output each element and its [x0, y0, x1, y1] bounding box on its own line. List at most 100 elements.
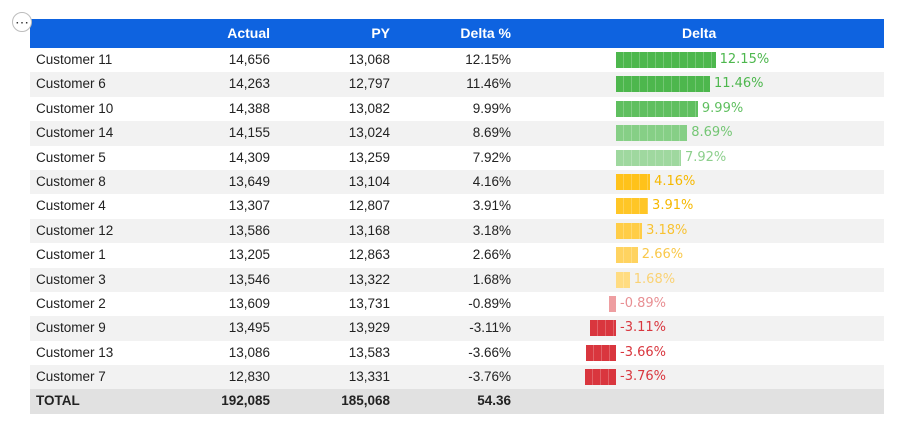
table-row[interactable]: Customer 12 13,586 13,168 3.18% 3.18%	[30, 218, 884, 244]
table-row[interactable]: Customer 3 13,546 13,322 1.68% 1.68%	[30, 267, 884, 292]
actual-value: 14,263	[228, 76, 270, 92]
delta-pct-value: 4.16%	[472, 173, 511, 189]
py-value: 13,168	[348, 222, 390, 238]
customer-name: Customer 4	[36, 198, 106, 214]
table-row[interactable]: Customer 11 14,656 13,068 12.15% 12.15%	[30, 48, 884, 72]
table-row[interactable]: Customer 13 13,086 13,583 -3.66% -3.66%	[30, 341, 884, 365]
total-py: 185,068	[341, 393, 390, 409]
header-delta[interactable]: Delta	[682, 25, 717, 41]
header-delta-pct[interactable]: Delta %	[460, 25, 511, 41]
table-body: Customer 11 14,656 13,068 12.15% 12.15% Custo…	[30, 48, 884, 390]
py-value: 13,322	[348, 271, 390, 287]
delta-pct-value: 3.91%	[472, 198, 511, 214]
customer-table: Actual PY Delta % Delta Customer 11 14,65…	[30, 19, 884, 414]
py-value: 13,068	[348, 52, 390, 67]
delta-bar	[608, 295, 616, 312]
customer-name: Customer 9	[36, 320, 106, 336]
delta-bar-label: 8.69%	[691, 125, 733, 141]
delta-pct-value: 1.68%	[472, 271, 511, 287]
customer-name: Customer 8	[36, 173, 106, 189]
py-value: 12,797	[348, 76, 390, 92]
delta-bar	[585, 369, 616, 386]
more-options-button[interactable]: ⋯	[12, 12, 32, 32]
delta-bar-label: 11.46%	[713, 76, 764, 92]
py-value: 13,024	[348, 125, 390, 141]
delta-pct-value: 8.69%	[472, 125, 511, 141]
actual-value: 13,205	[228, 247, 270, 263]
actual-value: 14,155	[228, 125, 270, 141]
customer-name: Customer 7	[36, 369, 106, 385]
actual-value: 13,546	[228, 271, 270, 287]
delta-bar	[616, 222, 643, 239]
delta-bar	[616, 173, 651, 190]
py-value: 13,929	[348, 320, 390, 336]
actual-value: 14,388	[228, 100, 270, 116]
table-row[interactable]: Customer 5 14,309 13,259 7.92% 7.92%	[30, 146, 884, 170]
py-value: 13,731	[348, 295, 390, 311]
actual-value: 13,586	[228, 222, 270, 238]
py-value: 12,807	[348, 198, 390, 214]
customer-name: Customer 10	[36, 100, 114, 116]
delta-bar	[616, 247, 638, 264]
table-row[interactable]: Customer 4 13,307 12,807 3.91% 3.91%	[30, 194, 884, 218]
table-row[interactable]: Customer 14 14,155 13,024 8.69% 8.69%	[30, 121, 884, 146]
delta-pct-value: 7.92%	[472, 149, 511, 165]
header-py[interactable]: PY	[371, 25, 390, 41]
delta-bar-label: 7.92%	[684, 149, 727, 165]
py-value: 13,583	[348, 344, 390, 360]
table-row[interactable]: Customer 8 13,649 13,104 4.16% 4.16%	[30, 169, 884, 195]
header-actual[interactable]: Actual	[227, 25, 270, 41]
py-value: 13,104	[348, 173, 390, 189]
delta-bar	[616, 198, 649, 215]
delta-bar-label: 9.99%	[701, 100, 744, 116]
py-value: 13,331	[348, 369, 390, 385]
actual-value: 13,609	[228, 295, 270, 311]
delta-bar	[616, 125, 688, 142]
delta-bar	[616, 76, 710, 93]
customer-name: Customer 6	[36, 76, 106, 92]
delta-pct-value: -0.89%	[468, 295, 511, 311]
delta-bar-label: -3.66%	[620, 344, 666, 360]
ellipsis-icon: ⋯	[15, 14, 29, 30]
delta-bar-label: 4.16%	[654, 173, 696, 189]
actual-value: 13,649	[228, 173, 270, 189]
delta-pct-value: -3.66%	[468, 344, 511, 360]
customer-name: Customer 13	[36, 344, 114, 360]
delta-bar	[616, 271, 630, 288]
customer-name: Customer 12	[36, 222, 114, 238]
delta-pct-value: -3.76%	[468, 369, 511, 385]
total-row: TOTAL 192,085 185,068 54.36	[30, 389, 884, 414]
delta-pct-value: 11.46%	[466, 76, 511, 92]
customer-name: Customer 11	[36, 52, 113, 67]
table-row[interactable]: Customer 10 14,388 13,082 9.99% 9.99%	[30, 97, 884, 121]
customer-name: Customer 14	[36, 125, 114, 141]
delta-bar-label: 3.18%	[646, 222, 688, 238]
delta-pct-value: 12.15%	[465, 52, 511, 67]
total-label: TOTAL	[36, 393, 80, 409]
delta-bar	[616, 52, 716, 68]
table-row[interactable]: Customer 7 12,830 13,331 -3.76% -3.76%	[30, 365, 884, 390]
delta-bar-label: -3.76%	[620, 369, 666, 385]
delta-pct-value: 3.18%	[472, 222, 511, 238]
delta-bar-label: 12.15%	[719, 52, 770, 67]
table-row[interactable]: Customer 2 13,609 13,731 -0.89% -0.89%	[30, 292, 884, 316]
total-delta-pct: 54.36	[477, 393, 511, 409]
delta-bar-label: -0.89%	[620, 295, 666, 311]
customer-name: Customer 2	[36, 295, 106, 311]
table-row[interactable]: Customer 6 14,263 12,797 11.46% 11.46%	[30, 72, 884, 97]
table-row[interactable]: Customer 1 13,205 12,863 2.66% 2.66%	[30, 243, 884, 267]
delta-bar	[616, 100, 698, 117]
py-value: 13,082	[348, 100, 390, 116]
py-value: 13,259	[348, 149, 390, 165]
customer-name: Customer 5	[36, 149, 106, 165]
delta-bar-label: 1.68%	[633, 271, 676, 287]
delta-pct-value: -3.11%	[469, 320, 511, 336]
actual-value: 12,830	[228, 369, 270, 385]
table-header: Actual PY Delta % Delta	[30, 19, 884, 48]
delta-pct-value: 2.66%	[472, 247, 511, 263]
delta-bar-label: -3.11%	[620, 320, 666, 336]
py-value: 12,863	[348, 247, 390, 263]
table-row[interactable]: Customer 9 13,495 13,929 -3.11% -3.11%	[30, 316, 884, 341]
delta-bar	[590, 320, 616, 337]
delta-bar-label: 3.91%	[652, 198, 694, 214]
